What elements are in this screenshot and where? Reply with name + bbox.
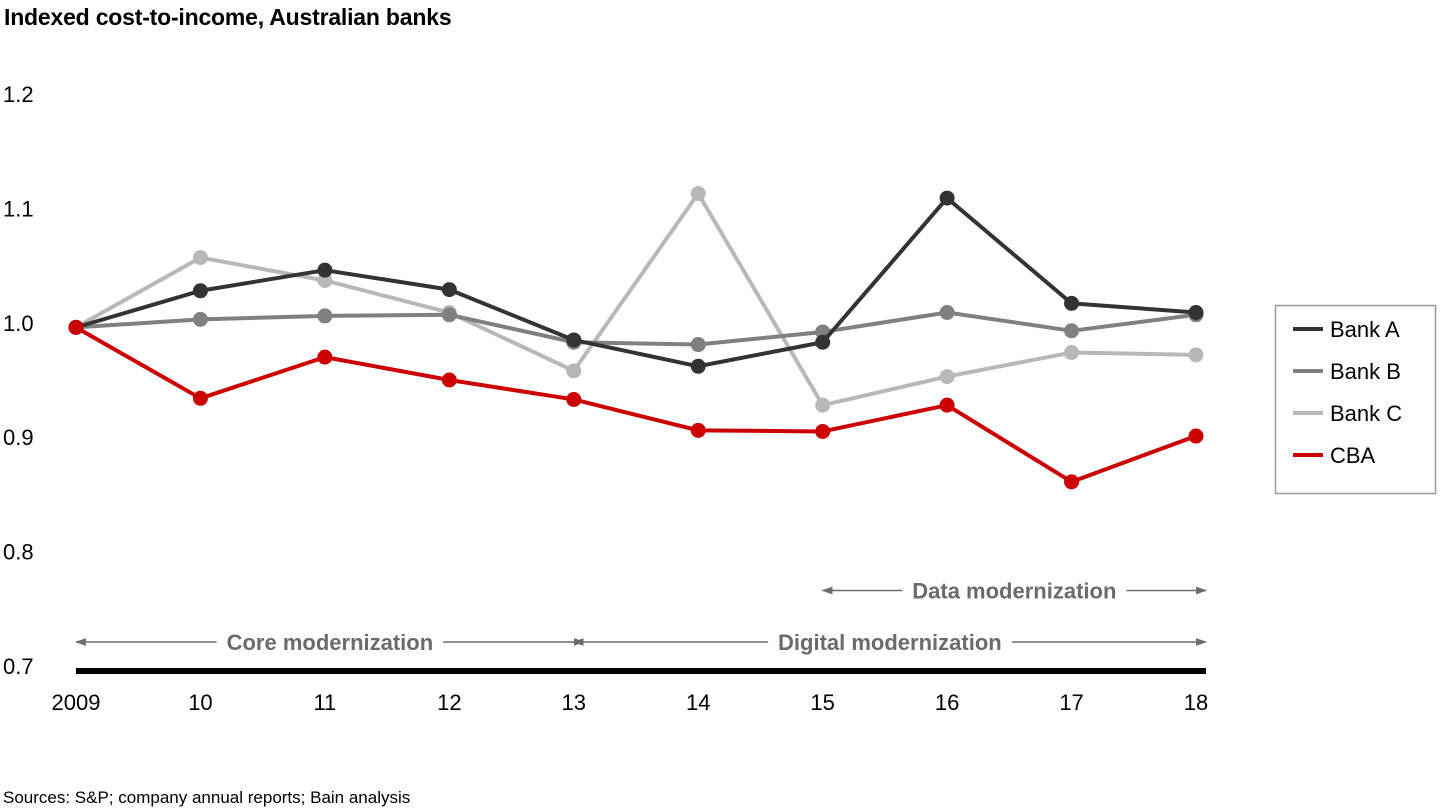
phase-label: Data modernization [912, 578, 1116, 603]
data-point-bank-a [815, 334, 831, 350]
data-point-bank-b [690, 337, 706, 353]
data-point-cba [566, 391, 582, 407]
data-point-cba [441, 372, 457, 388]
legend: Bank A Bank B Bank C CBA [1274, 304, 1437, 495]
legend-label: Bank B [1330, 359, 1401, 384]
data-point-bank-b [1064, 323, 1080, 339]
data-point-cba [1064, 474, 1080, 490]
source-note: Sources: S&P; company annual reports; Ba… [3, 788, 411, 807]
data-point-bank-c [1064, 345, 1080, 361]
x-tick-label: 14 [686, 690, 710, 715]
x-tick-label: 11 [313, 690, 336, 715]
x-tick-label: 13 [562, 690, 586, 715]
data-point-bank-c [192, 250, 208, 266]
data-point-bank-a [566, 332, 582, 348]
data-point-bank-a [441, 282, 457, 298]
data-point-bank-b [317, 308, 333, 324]
x-tick-label: 10 [188, 690, 212, 715]
chart-title: Indexed cost-to-income, Australian banks [4, 4, 452, 30]
data-point-cba [939, 397, 955, 413]
legend-label: Bank A [1330, 317, 1400, 342]
series-line-bank-c [75, 191, 1197, 408]
x-tick-label: 2009 [52, 690, 101, 715]
data-point-bank-a [317, 262, 333, 278]
data-point-bank-c [690, 186, 706, 202]
phase-label: Core modernization [227, 630, 434, 655]
data-point-bank-a [1188, 305, 1204, 321]
data-point-bank-a [1064, 295, 1080, 311]
legend-label: Bank C [1330, 401, 1402, 426]
data-point-bank-a [939, 190, 955, 206]
data-point-bank-c [317, 272, 333, 288]
legend-box [1274, 304, 1437, 495]
x-tick-label: 12 [437, 690, 461, 715]
y-tick-label: 0.9 [3, 425, 34, 450]
data-point-cba [192, 390, 208, 406]
phase-annotations: Core modernization Digital modernization D… [74, 578, 1208, 655]
data-point-bank-a [690, 358, 706, 374]
data-point-cba [1188, 428, 1204, 444]
y-tick-label: 1.2 [3, 82, 34, 107]
y-tick-label: 1.0 [3, 311, 34, 336]
data-point-bank-b [939, 305, 955, 321]
x-tick-label: 17 [1059, 690, 1083, 715]
data-point-cba [317, 349, 333, 365]
phase-label: Digital modernization [778, 630, 1002, 655]
data-point-bank-b [441, 307, 457, 323]
y-tick-label: 0.8 [3, 540, 34, 565]
series-line-bank-b [75, 310, 1197, 347]
series-line-bank-a [75, 196, 1197, 369]
y-axis: 1.2 1.1 1.0 0.9 0.8 0.7 [3, 82, 34, 679]
x-tick-label: 15 [810, 690, 834, 715]
x-axis: 2009 10 11 12 13 14 15 16 17 18 [52, 668, 1208, 715]
data-point-bank-c [1188, 347, 1204, 363]
data-point-bank-c [815, 397, 831, 413]
x-tick-label: 16 [935, 690, 959, 715]
data-point-cba [68, 319, 84, 335]
y-tick-label: 1.1 [3, 196, 34, 221]
series-lines [68, 186, 1204, 490]
data-point-bank-c [566, 363, 582, 379]
x-tick-label: 18 [1184, 690, 1208, 715]
legend-label: CBA [1330, 443, 1376, 468]
data-point-cba [815, 423, 831, 439]
series-line-cba [75, 325, 1197, 484]
data-point-bank-a [192, 283, 208, 299]
data-point-bank-b [192, 311, 208, 327]
data-point-bank-c [939, 369, 955, 385]
data-point-cba [690, 422, 706, 438]
y-tick-label: 0.7 [3, 654, 34, 679]
